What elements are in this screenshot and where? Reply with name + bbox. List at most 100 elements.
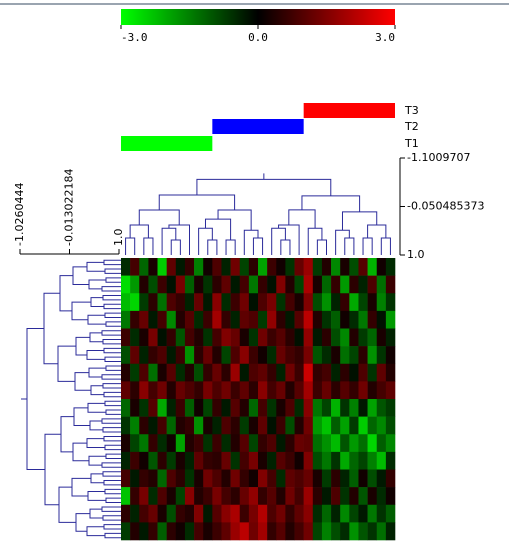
heatmap-cell: [239, 504, 250, 523]
heatmap-cell: [321, 258, 332, 276]
heatmap-cell: [148, 310, 158, 329]
heatmap-cell: [258, 416, 268, 435]
heatmap-cell: [212, 399, 222, 417]
heatmap-cell: [175, 504, 186, 523]
group-bar: [121, 136, 213, 151]
heatmap-cell: [321, 522, 332, 541]
heatmap-cell: [194, 522, 204, 541]
heatmap-cell: [267, 275, 277, 294]
dendrogram-branch: [102, 294, 121, 301]
heatmap-cell: [267, 469, 277, 488]
heatmap-cell: [340, 363, 350, 382]
heatmap-cell: [276, 504, 286, 523]
dendrogram-branch: [105, 409, 121, 415]
heatmap-cell: [294, 275, 304, 294]
heatmap-cell: [139, 363, 149, 382]
heatmap-cell: [258, 399, 268, 417]
heatmap-cell: [194, 363, 204, 382]
heatmap-cell: [212, 346, 222, 365]
heatmap-cell: [331, 346, 341, 365]
dendrogram-branch: [86, 350, 105, 360]
heatmap-cell: [321, 310, 332, 329]
heatmap-cell: [230, 310, 241, 329]
dendrogram-branch: [196, 178, 332, 196]
dendrogram-branch: [288, 209, 316, 229]
heatmap-cell: [239, 275, 250, 294]
heatmap-cell: [340, 469, 350, 488]
heatmap-cell: [239, 416, 250, 435]
heatmap-cell: [303, 381, 314, 400]
tree-axis-label: -0.050485373: [407, 200, 484, 213]
dendrogram-branch: [217, 209, 252, 231]
heatmap-cell: [340, 346, 350, 365]
heatmap-cell: [121, 522, 131, 541]
heatmap-cell: [121, 487, 131, 506]
dendrogram-branch: [101, 330, 121, 336]
heatmap-cell: [276, 381, 286, 400]
heatmap-cell: [130, 310, 140, 329]
heatmap-cell: [121, 310, 131, 329]
heatmap-cell: [230, 434, 241, 453]
heatmap-cell: [331, 293, 341, 312]
heatmap-cell: [349, 416, 359, 435]
heatmap-cell: [376, 487, 387, 506]
heatmap-cell: [248, 381, 259, 400]
heatmap-cell: [121, 381, 131, 400]
heatmap-cell: [303, 451, 314, 470]
heatmap-cell: [367, 346, 378, 365]
heatmap-cell: [175, 381, 186, 400]
heatmap-cell: [385, 504, 396, 523]
heatmap-cell: [331, 487, 341, 506]
heatmap-cell: [331, 451, 341, 470]
heatmap-cell: [194, 310, 204, 329]
heatmap-cell: [157, 504, 167, 523]
heatmap-cell: [175, 487, 186, 506]
heatmap-cell: [203, 381, 213, 400]
heatmap-cell: [303, 522, 314, 541]
dendrogram-branch: [344, 237, 355, 255]
heatmap-cell: [267, 293, 277, 312]
heatmap-cell: [276, 416, 286, 435]
dendrogram-branch: [88, 279, 106, 290]
heatmap-cell: [221, 469, 231, 488]
heatmap-cell: [367, 522, 378, 541]
heatmap-cell: [385, 522, 396, 541]
heatmap-cell: [285, 399, 295, 417]
heatmap-cell: [312, 310, 323, 329]
heatmap-cell: [248, 434, 259, 453]
heatmap-cell: [203, 451, 213, 470]
dendrogram-branch: [316, 239, 327, 255]
heatmap-cell: [367, 434, 378, 453]
heatmap-cell: [148, 381, 158, 400]
heatmap-cell: [194, 258, 204, 276]
heatmap-cell: [340, 434, 350, 453]
heatmap-cell: [212, 275, 222, 294]
heatmap-cell: [221, 416, 231, 435]
heatmap-cell: [139, 504, 149, 523]
heatmap-cell: [367, 469, 378, 488]
heatmap-cell: [239, 522, 250, 541]
heatmap-cell: [312, 328, 323, 347]
dendrogram-branch: [87, 491, 106, 501]
heatmap-cell: [385, 469, 396, 488]
color-tick-label: 3.0: [375, 31, 395, 44]
dendrogram-branch: [143, 237, 154, 255]
dendrogram-branch: [90, 473, 104, 484]
dendrogram-branch: [103, 259, 121, 266]
heatmap-cell: [367, 275, 378, 294]
heatmap-cell: [121, 399, 131, 417]
heatmap-cell: [130, 258, 140, 276]
dendrogram-branch: [88, 455, 106, 466]
heatmap-cell: [258, 363, 268, 382]
heatmap-cell: [166, 310, 177, 329]
heatmap-cell: [157, 293, 167, 312]
heatmap-cell: [157, 399, 167, 417]
heatmap-cell: [139, 310, 149, 329]
heatmap-cell: [340, 399, 350, 417]
heatmap-cell: [175, 310, 186, 329]
heatmap-cell: [130, 293, 140, 312]
heatmap-cell: [239, 487, 250, 506]
heatmap-cell: [248, 399, 259, 417]
heatmap-cell: [166, 363, 177, 382]
